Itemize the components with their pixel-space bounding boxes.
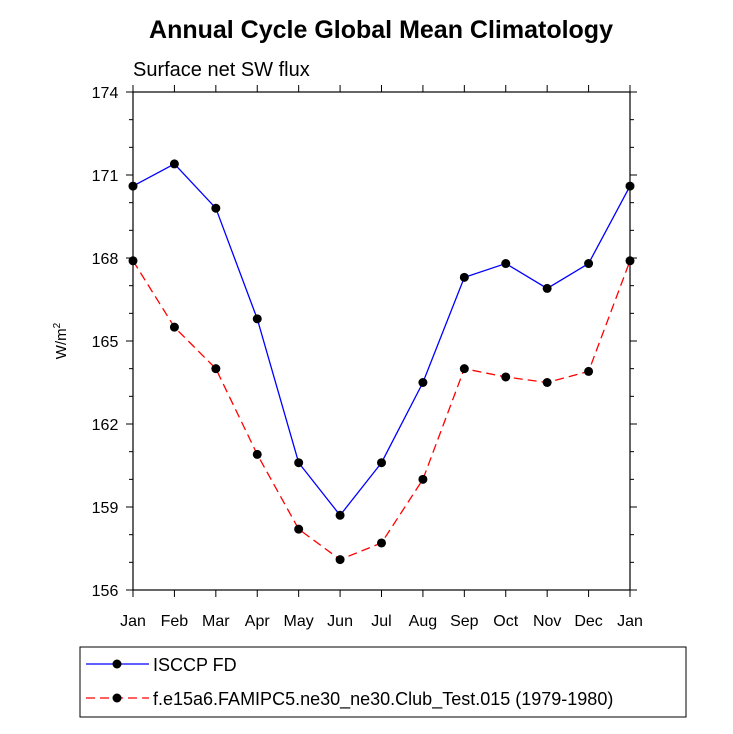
x-tick-label: Aug [409, 613, 437, 630]
data-point-series-2 [211, 364, 221, 374]
legend-label-1: ISCCP FD [153, 655, 237, 675]
y-tick-label: 174 [92, 85, 119, 102]
y-tick-label: 168 [92, 251, 119, 268]
data-point-series-2 [625, 256, 635, 266]
chart-subtitle: Surface net SW flux [133, 59, 310, 81]
x-tick-label: Apr [245, 613, 271, 630]
data-point-series-1 [418, 378, 428, 387]
data-point-series-2 [335, 555, 345, 565]
x-tick-label: Jul [371, 613, 391, 630]
x-tick-label: Oct [493, 613, 518, 630]
series-line-2 [132, 260, 631, 561]
data-point-series-1 [169, 159, 179, 169]
y-axis-label-unit: W/m [53, 328, 70, 359]
x-tick-label: Nov [533, 613, 561, 630]
y-axis-label-exponent: 2 [52, 322, 63, 328]
y-axis-label: W/m2 [52, 322, 70, 359]
y-tick-label: 156 [92, 583, 119, 600]
data-point-series-2 [418, 474, 428, 484]
data-point-series-1 [252, 314, 262, 324]
plot-area: 156 159 162 165 168 171 174 Jan Feb Mar Apr May Jun J… [92, 85, 643, 630]
data-point-series-2 [584, 366, 594, 376]
data-point-series-1 [542, 283, 552, 293]
x-tick-label: Feb [161, 613, 189, 630]
data-point-series-2 [377, 538, 386, 548]
plot-frame [132, 91, 631, 591]
data-point-series-1 [501, 259, 511, 269]
x-tick-label: Jan [120, 613, 146, 630]
x-tick-label: Jan [617, 613, 643, 630]
legend-label-2: f.e15a6.FAMIPC5.ne30_ne30.Club_Test.015 … [153, 689, 613, 710]
data-point-series-1 [128, 181, 138, 191]
data-point-series-2 [294, 524, 304, 534]
data-point-series-1 [294, 458, 304, 468]
y-tick-label: 171 [92, 168, 119, 185]
x-tick-label: May [284, 613, 314, 630]
data-point-series-1 [377, 458, 386, 468]
y-tick-label: 162 [92, 417, 119, 434]
x-tick-label: Sep [450, 613, 479, 630]
chart-title: Annual Cycle Global Mean Climatology [149, 16, 613, 44]
legend-box [79, 646, 687, 718]
data-point-series-1 [584, 259, 594, 269]
data-point-series-1 [211, 203, 221, 213]
y-tick-label: 159 [92, 500, 119, 517]
data-point-series-2 [459, 364, 469, 374]
data-point-series-2 [501, 372, 511, 382]
data-point-series-1 [625, 181, 635, 191]
data-point-series-2 [252, 449, 262, 459]
data-point-series-1 [335, 510, 345, 520]
x-tick-label: Dec [574, 613, 602, 630]
x-tick-label: Mar [202, 613, 230, 630]
data-point-series-2 [542, 378, 552, 387]
x-tick-label: Jun [327, 613, 353, 630]
legend-marker-1 [112, 659, 122, 669]
legend: ISCCP FD f.e15a6.FAMIPC5.ne30_ne30.Club_T… [79, 646, 687, 718]
data-point-series-2 [128, 256, 138, 266]
legend-marker-2 [112, 693, 122, 703]
data-point-series-1 [459, 272, 469, 282]
y-tick-label: 165 [92, 334, 119, 351]
data-point-series-2 [169, 322, 179, 332]
